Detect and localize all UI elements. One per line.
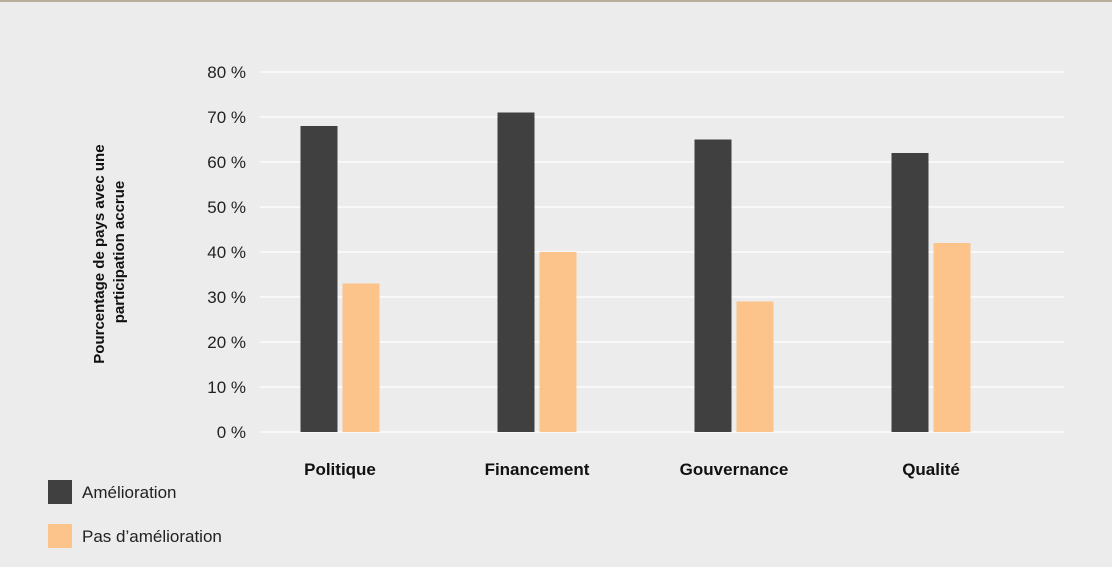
x-category-label: Financement — [485, 460, 590, 479]
x-axis-categories: Politique Financement Gouvernance Qualité — [304, 460, 960, 479]
y-tick-label: 60 % — [207, 153, 246, 172]
y-axis-label-line-2: participation accrue — [111, 181, 128, 324]
bar-amelioration — [891, 153, 929, 432]
y-tick-label: 20 % — [207, 333, 246, 352]
bar-amelioration — [694, 139, 732, 432]
gridlines — [260, 71, 1064, 433]
y-tick-label: 0 % — [217, 423, 246, 442]
y-tick-label: 30 % — [207, 288, 246, 307]
x-category-label: Politique — [304, 460, 376, 479]
bar-pas-amelioration — [342, 283, 380, 432]
x-category-label: Gouvernance — [680, 460, 789, 479]
legend-label: Pas d’amélioration — [82, 527, 222, 546]
legend-swatch — [48, 480, 72, 504]
y-axis-ticks: 0 % 10 % 20 % 30 % 40 % 50 % 60 % 70 % 80 % — [207, 63, 246, 442]
bar-amelioration — [497, 112, 535, 432]
bars — [300, 112, 971, 432]
y-tick-label: 80 % — [207, 63, 246, 82]
y-tick-label: 70 % — [207, 108, 246, 127]
y-axis-label-line-1: Pourcentage de pays avec une — [91, 144, 108, 363]
y-axis-label: Pourcentage de pays avec une participati… — [91, 140, 128, 363]
bar-pas-amelioration — [539, 252, 577, 432]
y-tick-label: 40 % — [207, 243, 246, 262]
legend: Amélioration Pas d’amélioration — [48, 480, 222, 548]
bar-pas-amelioration — [736, 301, 774, 432]
legend-swatch — [48, 524, 72, 548]
x-category-label: Qualité — [902, 460, 960, 479]
bar-amelioration — [300, 126, 338, 432]
y-tick-label: 10 % — [207, 378, 246, 397]
y-tick-label: 50 % — [207, 198, 246, 217]
legend-label: Amélioration — [82, 483, 177, 502]
bar-pas-amelioration — [933, 243, 971, 432]
